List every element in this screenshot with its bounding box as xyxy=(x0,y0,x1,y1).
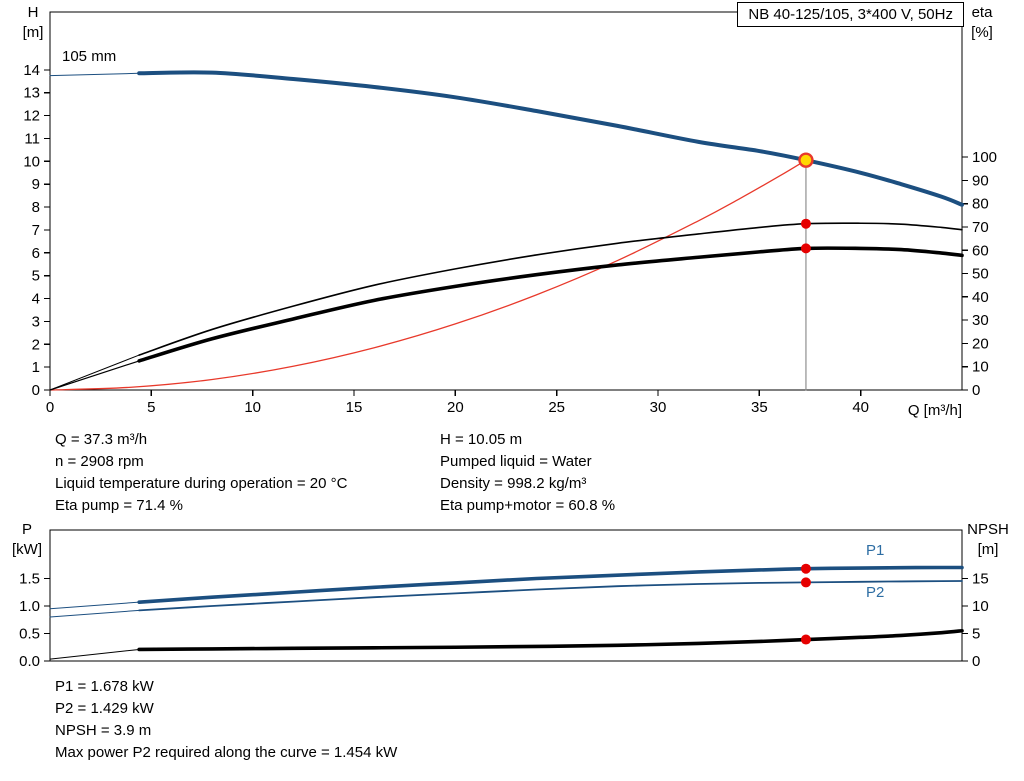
left-tick-label: 7 xyxy=(32,222,40,239)
right-tick-label: 20 xyxy=(972,335,989,352)
left-tick-label: 0.5 xyxy=(19,626,40,643)
info-pumped-liquid: Pumped liquid = Water xyxy=(440,453,592,470)
right-tick-label: 0 xyxy=(972,653,980,670)
h-axis-head: H [m] xyxy=(10,3,56,43)
p-axis-unit: [kW] xyxy=(12,541,42,558)
left-tick-label: 11 xyxy=(24,130,40,147)
p2-curve xyxy=(138,580,963,612)
right-tick-label: 50 xyxy=(972,266,989,283)
info-p1: P1 = 1.678 kW xyxy=(55,678,154,695)
p-axis-head: P [kW] xyxy=(4,520,50,560)
x-tick-label: 0 xyxy=(46,399,54,416)
head-curve-lead xyxy=(49,72,140,77)
chart-frame xyxy=(49,529,963,662)
info-p2: P2 = 1.429 kW xyxy=(55,700,154,717)
left-tick-label: 1.5 xyxy=(19,571,40,588)
info-eta-pump: Eta pump = 71.4 % xyxy=(55,497,183,514)
eta-pump-point xyxy=(800,218,811,229)
eta-pump-motor-curve xyxy=(137,246,964,363)
eta-pump-motor-lead xyxy=(49,360,140,391)
x-tick-label: 20 xyxy=(447,399,464,416)
right-tick-label: 10 xyxy=(972,598,989,615)
npsh-point xyxy=(800,634,811,645)
eta-axis-head: eta [%] xyxy=(952,3,1012,43)
info-flow: Q = 37.3 m³/h xyxy=(55,431,148,448)
left-tick-label: 5 xyxy=(32,268,40,285)
left-tick-label: 6 xyxy=(32,245,40,262)
left-tick-label: 1 xyxy=(32,359,40,376)
h-axis-unit: [m] xyxy=(22,24,44,41)
left-tick-label: 10 xyxy=(23,153,40,170)
x-tick-label: 15 xyxy=(346,399,363,416)
head-curve xyxy=(137,70,964,207)
x-tick-label: 30 xyxy=(650,399,667,416)
x-tick-label: 40 xyxy=(852,399,869,416)
left-tick-label: 1.0 xyxy=(19,598,40,615)
info-speed: n = 2908 rpm xyxy=(55,453,144,470)
npsh-axis-head: NPSH [m] xyxy=(956,520,1020,560)
power-info: P1 = 1.678 kW P2 = 1.429 kW NPSH = 3.9 m… xyxy=(55,676,397,764)
x-tick-label: 10 xyxy=(244,399,261,416)
info-eta-pump-motor: Eta pump+motor = 60.8 % xyxy=(440,497,616,514)
npsh-curve xyxy=(137,628,964,652)
left-tick-label: 0 xyxy=(32,382,40,399)
p2-point xyxy=(800,577,811,588)
p2-curve-label: P2 xyxy=(866,584,885,601)
p1-curve xyxy=(137,565,964,604)
info-max-p2: Max power P2 required along the curve = … xyxy=(55,744,398,761)
npsh-axis-unit: [m] xyxy=(977,541,999,558)
info-liquid-temp: Liquid temperature during operation = 20… xyxy=(55,475,348,492)
info-density: Density = 998.2 kg/m³ xyxy=(440,475,587,492)
eta-pump-motor-point xyxy=(800,243,811,254)
right-tick-label: 100 xyxy=(972,149,997,166)
p1-point xyxy=(800,563,811,574)
right-tick-label: 40 xyxy=(972,289,989,306)
right-tick-label: 0 xyxy=(972,382,980,399)
left-tick-label: 13 xyxy=(23,85,40,102)
eta-axis-title: eta xyxy=(971,4,993,21)
info-npsh: NPSH = 3.9 m xyxy=(55,722,152,739)
left-tick-label: 4 xyxy=(32,291,40,308)
left-tick-label: 8 xyxy=(32,199,40,216)
x-tick-label: 35 xyxy=(751,399,768,416)
left-tick-label: 12 xyxy=(23,108,40,125)
right-tick-label: 10 xyxy=(972,359,989,376)
eta-pump-lead xyxy=(49,354,140,391)
operating-info-right: H = 10.05 m Pumped liquid = Water Densit… xyxy=(440,429,615,517)
right-tick-label: 70 xyxy=(972,219,989,236)
left-tick-label: 2 xyxy=(32,336,40,353)
right-tick-label: 30 xyxy=(972,312,989,329)
right-tick-label: 80 xyxy=(972,196,989,213)
curve-title-box: NB 40-125/105, 3*400 V, 50Hz xyxy=(737,2,964,27)
left-tick-label: 3 xyxy=(32,313,40,330)
x-tick-label: 25 xyxy=(548,399,565,416)
right-tick-label: 90 xyxy=(972,172,989,189)
operating-info-left: Q = 37.3 m³/h n = 2908 rpm Liquid temper… xyxy=(55,429,347,517)
x-tick-label: 5 xyxy=(147,399,155,416)
impeller-diameter-label: 105 mm xyxy=(62,48,117,65)
left-tick-label: 14 xyxy=(23,62,40,79)
eta-pump-curve xyxy=(138,222,963,356)
q-axis-title: Q [m³/h] xyxy=(907,402,962,419)
system-curve xyxy=(49,159,807,391)
left-tick-label: 0.0 xyxy=(19,653,40,670)
npsh-curve-lead xyxy=(49,648,140,660)
left-tick-label: 9 xyxy=(32,176,40,193)
right-tick-label: 60 xyxy=(972,242,989,259)
right-tick-label: 15 xyxy=(972,571,989,588)
p1-curve-lead xyxy=(49,601,140,610)
info-head: H = 10.05 m xyxy=(440,431,523,448)
chart-frame xyxy=(49,11,963,391)
p-axis-title: P xyxy=(21,521,32,538)
p2-curve-lead xyxy=(49,609,140,618)
p1-curve-label: P1 xyxy=(866,542,885,559)
right-tick-label: 5 xyxy=(972,626,980,643)
h-axis-title: H xyxy=(27,4,39,21)
duty-point xyxy=(798,152,814,168)
eta-axis-unit: [%] xyxy=(971,24,993,41)
npsh-axis-title: NPSH xyxy=(967,521,1009,538)
